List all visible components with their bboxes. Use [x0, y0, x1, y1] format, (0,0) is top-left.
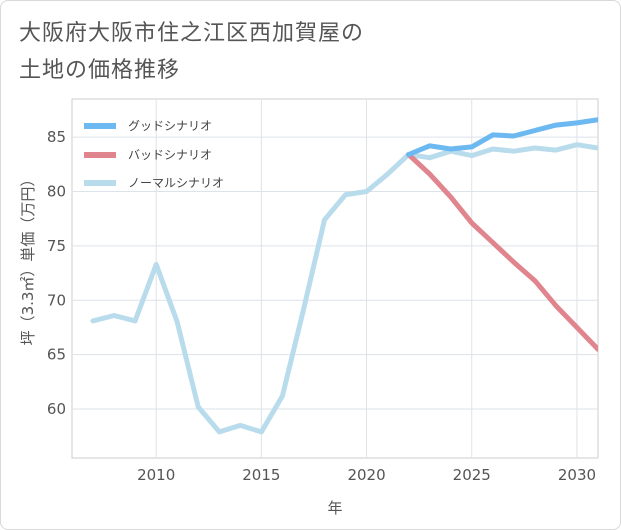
x-tick-label: 2025 — [453, 466, 491, 484]
x-axis-label: 年 — [327, 499, 342, 517]
series-line-bad — [406, 152, 598, 352]
x-tick-label: 2015 — [242, 466, 280, 484]
y-tick-label: 75 — [47, 237, 66, 255]
y-tick-label: 65 — [47, 346, 66, 364]
plot-frame — [71, 98, 599, 459]
series-line-good — [406, 117, 598, 157]
legend-label-good: グッドシナリオ — [128, 119, 212, 133]
y-tick-label: 80 — [47, 182, 66, 200]
chart-title: 大阪府大阪市住之江区西加賀屋の 土地の価格推移 — [19, 15, 579, 89]
legend-label-bad: バッドシナリオ — [128, 148, 212, 162]
series-line-normal — [90, 142, 598, 435]
legend-label-normal: ノーマルシナリオ — [128, 176, 224, 190]
y-tick-label: 60 — [47, 400, 66, 418]
chart-title-line-1: 大阪府大阪市住之江区西加賀屋の — [19, 21, 365, 46]
x-tick-label: 2020 — [347, 466, 385, 484]
y-tick-label: 70 — [47, 291, 66, 309]
y-tick-label: 85 — [47, 128, 66, 146]
x-tick-label: 2010 — [137, 466, 175, 484]
chart-title-line-2: 土地の価格推移 — [19, 58, 181, 83]
y-axis-label: 坪（3.3㎡）単価（万円） — [19, 172, 37, 346]
x-tick-label: 2030 — [558, 466, 596, 484]
